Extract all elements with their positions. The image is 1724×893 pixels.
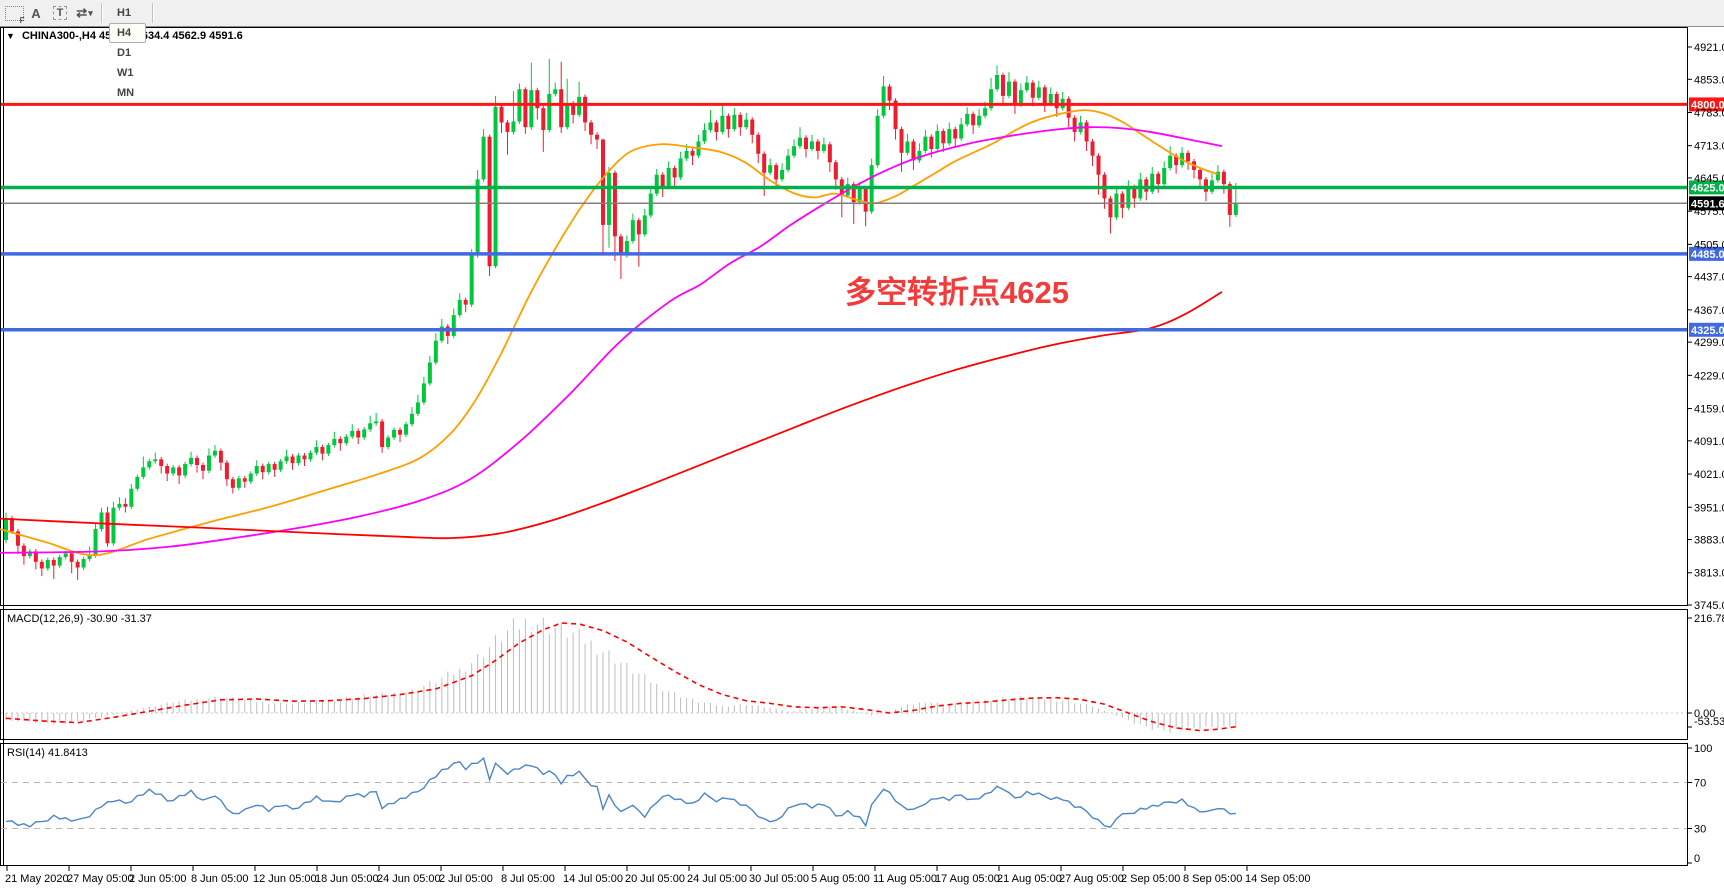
- price-tick-label: 4091.0: [1694, 436, 1724, 448]
- ma-slow-red: [0, 291, 1223, 540]
- rsi-tick-label: 0: [1694, 853, 1700, 865]
- date-label: 24 Jul 05:00: [687, 873, 747, 885]
- price-badge-4591.6: [1689, 196, 1724, 211]
- ma-mid-magenta: [0, 126, 1223, 554]
- date-label: 14 Jul 05:00: [563, 873, 623, 885]
- price-tick-label: 4645.0: [1694, 173, 1724, 185]
- price-tick-label: 3745.0: [1694, 600, 1724, 612]
- date-label: 14 Sep 05:00: [1245, 873, 1310, 885]
- date-label: 2 Jul 05:00: [439, 873, 493, 885]
- price-tick-label: 4159.0: [1694, 404, 1724, 416]
- date-label: 12 Jun 05:00: [253, 873, 317, 885]
- price-tick-label: 4299.0: [1694, 337, 1724, 349]
- rsi-panel-frame: [0, 743, 1688, 866]
- timeframe-button-w1[interactable]: W1: [117, 67, 134, 79]
- svg-text:4591.6: 4591.6: [1691, 198, 1724, 210]
- chart-text-annotation[interactable]: 多空转折点4625: [845, 275, 1069, 310]
- toolbar-separator: [152, 3, 155, 23]
- price-tick-label: 4229.0: [1694, 370, 1724, 382]
- date-label: 8 Jul 05:00: [501, 873, 555, 885]
- date-label: 21 Aug 05:00: [997, 873, 1062, 885]
- price-tick-label: 4367.0: [1694, 305, 1724, 317]
- date-label: 2 Jun 05:00: [129, 873, 187, 885]
- price-tick-label: 4921.0: [1694, 42, 1724, 54]
- date-label: 17 Aug 05:00: [935, 873, 1000, 885]
- date-label: 2 Sep 05:00: [1121, 873, 1180, 885]
- svg-text:4485.0: 4485.0: [1691, 249, 1724, 261]
- rsi-tick-label: 30: [1694, 824, 1706, 836]
- price-badge-4625.0: [1689, 180, 1724, 195]
- macd-tick-label: 0.00: [1694, 708, 1715, 720]
- date-label: 8 Jun 05:00: [191, 873, 249, 885]
- price-tick-label: 4783.0: [1694, 107, 1724, 119]
- date-label: 5 Aug 05:00: [811, 873, 870, 885]
- macd-signal-line: [5, 622, 1236, 732]
- toolbar-separator: [101, 3, 103, 23]
- price-tick-label: 4575.0: [1694, 206, 1724, 218]
- price-tick-label: 4505.0: [1694, 239, 1724, 251]
- date-label: 20 Jul 05:00: [625, 873, 685, 885]
- macd-tick-label: 216.78: [1694, 613, 1724, 625]
- macd-panel-frame: [0, 609, 1688, 740]
- date-label: 11 Aug 05:00: [873, 873, 937, 885]
- text-box-icon[interactable]: T: [48, 3, 72, 23]
- rsi-line: [5, 756, 1236, 828]
- macd-histogram: [5, 617, 1237, 733]
- price-badge-4485.0: [1689, 246, 1724, 261]
- svg-text:4325.0: 4325.0: [1691, 325, 1724, 337]
- date-label: 18 Jun 05:00: [315, 873, 379, 885]
- date-label: 24 Jun 05:00: [377, 873, 441, 885]
- macd-indicator-label: MACD(12,26,9) -30.90 -31.37: [7, 613, 152, 625]
- svg-text:4625.0: 4625.0: [1691, 182, 1724, 194]
- price-tick-label: 3883.0: [1694, 535, 1724, 547]
- price-tick-label: 4853.0: [1694, 74, 1724, 86]
- price-badge-4800.0: [1689, 97, 1724, 112]
- date-label: 21 May 2020: [5, 873, 69, 885]
- macd-tick-label: -53.53: [1694, 716, 1724, 728]
- rsi-indicator-label: RSI(14) 41.8413: [7, 747, 88, 759]
- price-tick-label: 3951.0: [1694, 502, 1724, 514]
- timeframe-button-h1[interactable]: H1: [117, 7, 132, 19]
- date-label: 27 Aug 05:00: [1059, 873, 1124, 885]
- price-tick-label: 4437.0: [1694, 272, 1724, 284]
- timeframe-button-d1[interactable]: D1: [117, 47, 132, 59]
- main-panel-frame: [0, 27, 1688, 606]
- date-label: 27 May 05:00: [67, 873, 134, 885]
- candlestick-series: [4, 58, 1238, 580]
- date-label: 30 Jul 05:00: [749, 873, 809, 885]
- chart-symbol-timeframe: CHINA300-,H4: [21, 30, 96, 42]
- rsi-tick-label: 100: [1694, 743, 1712, 755]
- text-label-icon[interactable]: A: [31, 5, 41, 21]
- timeframe-buttons: M1M5M15M30H1H4D1W1MN: [108, 0, 147, 103]
- timeframe-button-mn[interactable]: MN: [117, 87, 135, 99]
- price-tick-label: 4021.0: [1694, 469, 1724, 481]
- symbol-dropdown-arrow[interactable]: ▼: [6, 31, 15, 41]
- price-badge-4325.0: [1689, 322, 1724, 337]
- grid-snap-icon[interactable]: F: [0, 3, 25, 25]
- svg-text:4800.0: 4800.0: [1691, 99, 1724, 111]
- price-tick-label: 3813.0: [1694, 568, 1724, 580]
- price-tick-label: 4713.0: [1694, 141, 1724, 153]
- date-label: 8 Sep 05:00: [1183, 873, 1242, 885]
- timeframe-button-h4[interactable]: H4: [109, 23, 147, 43]
- dropdown-caret-icon[interactable]: ▾: [88, 7, 92, 18]
- arrow-style-icon[interactable]: ⇄ ▾: [76, 5, 92, 20]
- rsi-tick-label: 70: [1694, 778, 1706, 790]
- toolbar: F A T ⇄ ▾ M1M5M15M30H1H4D1W1MN: [0, 0, 1724, 99]
